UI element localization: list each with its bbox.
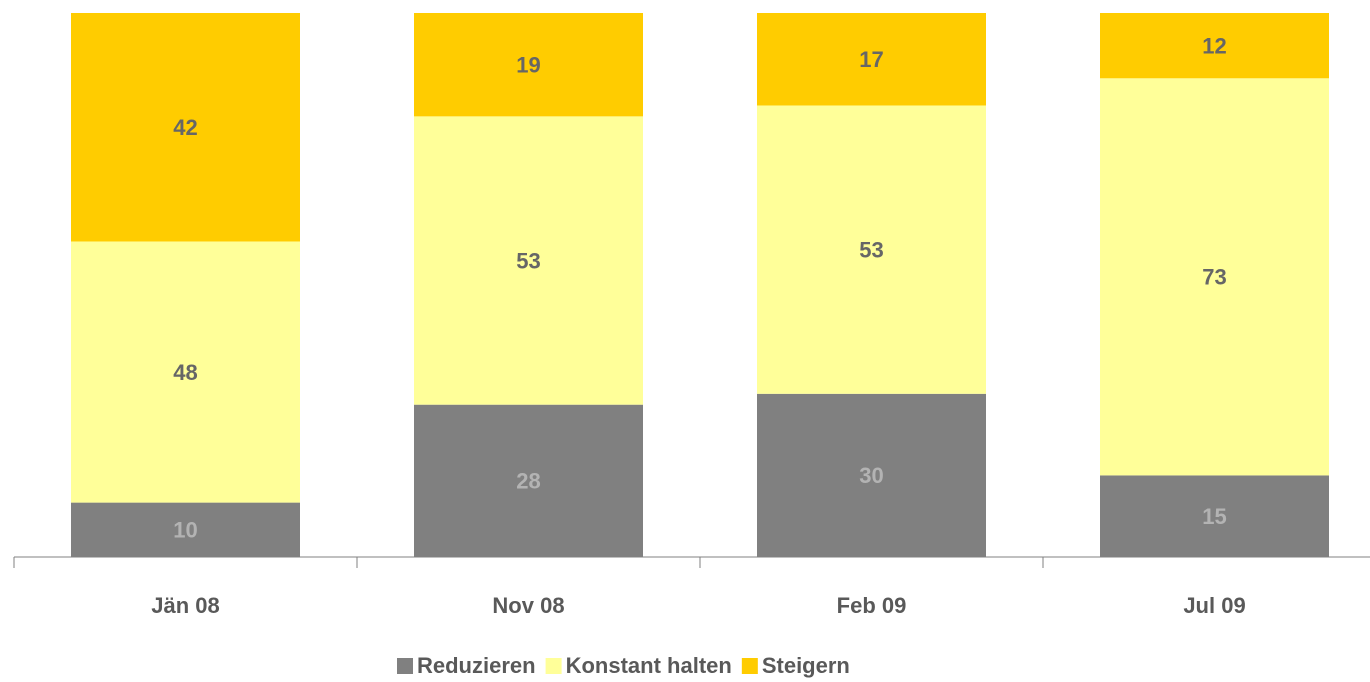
bar-segment: [71, 13, 300, 242]
bar-segment: [414, 116, 643, 405]
value-label: 53: [516, 248, 540, 273]
legend-swatch: [741, 658, 758, 674]
bar-segment: [757, 105, 986, 394]
x-tick-label: Jul 09: [1183, 593, 1245, 618]
value-label: 42: [173, 115, 197, 140]
bar-segment: [1100, 475, 1329, 557]
bar-segment: [757, 393, 986, 557]
value-label: 15: [1202, 504, 1226, 529]
value-label: 10: [173, 518, 197, 543]
value-label: 17: [859, 47, 883, 72]
legend-label: Reduzieren: [417, 653, 536, 678]
bar-segment: [414, 404, 643, 557]
legend-swatch: [545, 658, 562, 674]
value-label: 12: [1202, 33, 1226, 58]
bar-segment: [757, 13, 986, 106]
value-label: 19: [516, 52, 540, 77]
value-label: 30: [859, 463, 883, 488]
x-tick-label: Nov 08: [492, 593, 564, 618]
value-label: 48: [173, 360, 197, 385]
bar-segment: [414, 13, 643, 117]
bar-segment: [71, 502, 300, 557]
legend-label: Konstant halten: [566, 653, 732, 678]
bar-segment: [1100, 78, 1329, 476]
legend-label: Steigern: [762, 653, 850, 678]
value-label: 53: [859, 237, 883, 262]
x-tick-label: Jän 08: [151, 593, 220, 618]
value-label: 73: [1202, 265, 1226, 290]
value-label: 28: [516, 469, 540, 494]
bar-segment: [1100, 13, 1329, 79]
x-tick-label: Feb 09: [837, 593, 907, 618]
bar-segment: [71, 241, 300, 503]
legend-swatch: [397, 658, 413, 674]
